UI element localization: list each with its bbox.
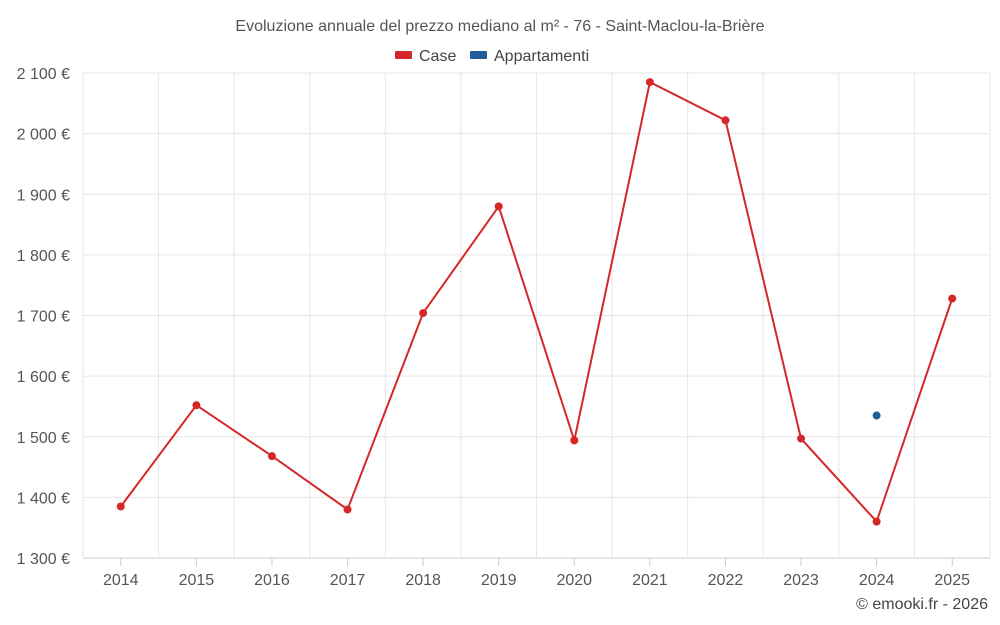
x-tick-label: 2020 xyxy=(556,572,592,589)
y-tick-label: 2 000 € xyxy=(17,127,70,144)
data-point[interactable] xyxy=(267,452,276,461)
legend-item-case[interactable]: Case xyxy=(395,48,456,65)
y-tick-label: 1 800 € xyxy=(17,248,70,265)
y-tick-label: 1 900 € xyxy=(17,187,70,204)
series-case xyxy=(116,78,957,526)
chart-title: Evoluzione annuale del prezzo mediano al… xyxy=(235,18,764,35)
data-point[interactable] xyxy=(419,309,428,318)
y-tick-label: 2 100 € xyxy=(17,66,70,83)
y-tick-label: 1 700 € xyxy=(17,309,70,326)
y-tick-label: 1 300 € xyxy=(17,551,70,568)
y-axis: 1 300 € 1 400 € 1 500 € 1 600 € 1 700 € 1 800… xyxy=(17,66,70,568)
series-layer xyxy=(116,78,957,526)
data-point[interactable] xyxy=(192,401,201,410)
data-point[interactable] xyxy=(645,78,654,87)
x-tick-label: 2019 xyxy=(481,572,517,589)
x-tick-label: 2022 xyxy=(708,572,744,589)
legend-swatch xyxy=(395,51,412,59)
x-tick-label: 2018 xyxy=(405,572,441,589)
y-tick-label: 1 400 € xyxy=(17,490,70,507)
x-tick-label: 2014 xyxy=(103,572,139,589)
x-tick-label: 2015 xyxy=(179,572,215,589)
x-tick-label: 2021 xyxy=(632,572,668,589)
legend-item-appartamenti[interactable]: Appartamenti xyxy=(470,48,589,65)
data-point[interactable] xyxy=(797,434,806,443)
legend: Case Appartamenti xyxy=(395,48,589,65)
legend-label: Case xyxy=(419,48,456,65)
legend-swatch xyxy=(470,51,487,59)
data-point[interactable] xyxy=(721,116,730,125)
x-tick-label: 2016 xyxy=(254,572,290,589)
legend-label: Appartamenti xyxy=(494,48,589,65)
data-point[interactable] xyxy=(872,517,881,526)
data-point[interactable] xyxy=(494,202,503,211)
data-point[interactable] xyxy=(343,505,352,514)
data-point[interactable] xyxy=(570,436,579,445)
x-axis: 2014 2015 2016 2017 2018 2019 2020 2021 2022 2023… xyxy=(103,558,970,589)
data-point[interactable] xyxy=(948,294,957,303)
series-appartamenti xyxy=(872,411,881,420)
x-tick-label: 2025 xyxy=(934,572,970,589)
y-tick-label: 1 600 € xyxy=(17,369,70,386)
data-point[interactable] xyxy=(116,502,125,511)
grid xyxy=(82,72,991,559)
x-tick-label: 2017 xyxy=(330,572,366,589)
data-point[interactable] xyxy=(872,411,881,420)
y-tick-label: 1 500 € xyxy=(17,430,70,447)
credit-text: © emooki.fr - 2026 xyxy=(856,596,988,613)
x-tick-label: 2023 xyxy=(783,572,819,589)
x-tick-label: 2024 xyxy=(859,572,895,589)
series-line xyxy=(119,80,954,524)
